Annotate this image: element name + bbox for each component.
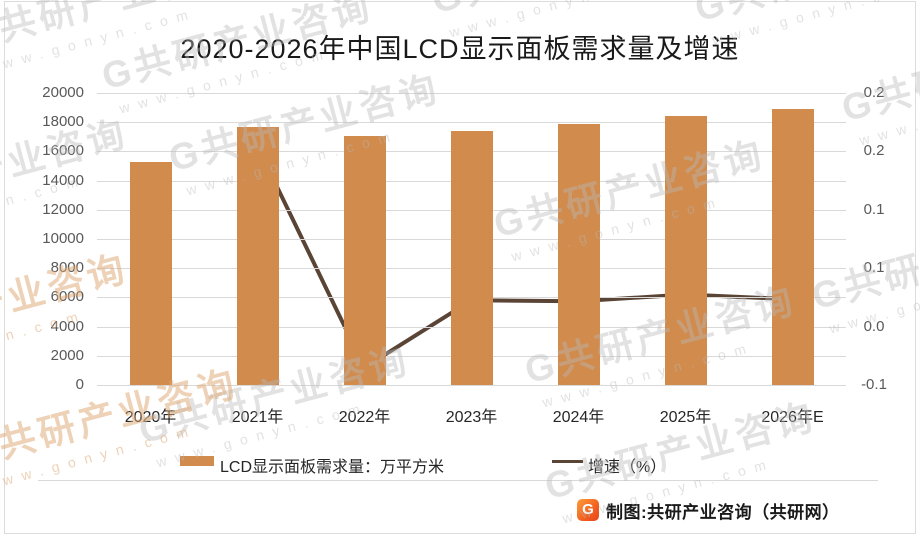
y-axis-left-label: 12000 — [42, 200, 84, 218]
bar-2021年 — [236, 127, 279, 385]
chart-border — [4, 1, 916, 534]
brand-logo-icon: G — [577, 499, 599, 521]
footer-separator — [38, 480, 878, 481]
y-axis-left-label: 20000 — [42, 84, 84, 101]
y-axis-left-label: 16000 — [42, 142, 84, 160]
y-axis-left-label: 2000 — [50, 346, 84, 364]
y-axis-left-label: 14000 — [42, 171, 84, 189]
y-axis-left-label: 8000 — [50, 259, 84, 277]
legend-bar-swatch — [180, 456, 214, 466]
bar-2022年 — [343, 136, 386, 385]
x-axis-label: 2025年 — [659, 409, 712, 426]
legend-bar-label: LCD显示面板需求量：万平方米 — [220, 459, 445, 476]
legend-line-swatch — [552, 460, 583, 463]
x-axis-label: 2023年 — [445, 409, 498, 426]
y-axis-right-label: 0.1 — [863, 200, 885, 218]
y-axis-right-label: 0.1 — [863, 259, 885, 277]
bar-2020年 — [129, 161, 172, 385]
x-axis-label: 2022年 — [338, 409, 391, 426]
y-axis-left-label: 0 — [75, 376, 84, 393]
y-axis-left-label: 6000 — [50, 288, 84, 306]
gridline — [97, 93, 846, 94]
x-axis-label: 2021年 — [231, 409, 284, 426]
bar-2023年 — [450, 130, 493, 385]
y-axis-left-label: 10000 — [42, 230, 84, 247]
gridline — [97, 122, 846, 124]
y-axis-right-label: 0.0 — [863, 317, 885, 335]
y-axis-left-label: 4000 — [50, 317, 84, 335]
y-axis-left-label: 18000 — [42, 113, 84, 131]
x-axis-label: 2020年 — [124, 409, 177, 426]
footer: G 制图:共研产业咨询（共研网） — [577, 498, 840, 522]
x-axis-label: 2024年 — [552, 409, 605, 426]
legend-line-label: 增速（%） — [588, 459, 667, 476]
bar-2026年E — [771, 109, 814, 385]
y-axis-right-label: -0.1 — [861, 376, 887, 393]
bar-2024年 — [557, 124, 600, 385]
gridline — [97, 385, 846, 386]
footer-credit: 制图:共研产业咨询（共研网） — [606, 502, 840, 522]
x-axis-label: 2026年E — [761, 409, 824, 426]
y-axis-right-label: 0.2 — [863, 142, 885, 160]
y-axis-right-label: 0.2 — [863, 84, 885, 101]
bar-2025年 — [664, 116, 707, 385]
chart-title: 2020-2026年中国LCD显示面板需求量及增速 — [180, 34, 740, 64]
